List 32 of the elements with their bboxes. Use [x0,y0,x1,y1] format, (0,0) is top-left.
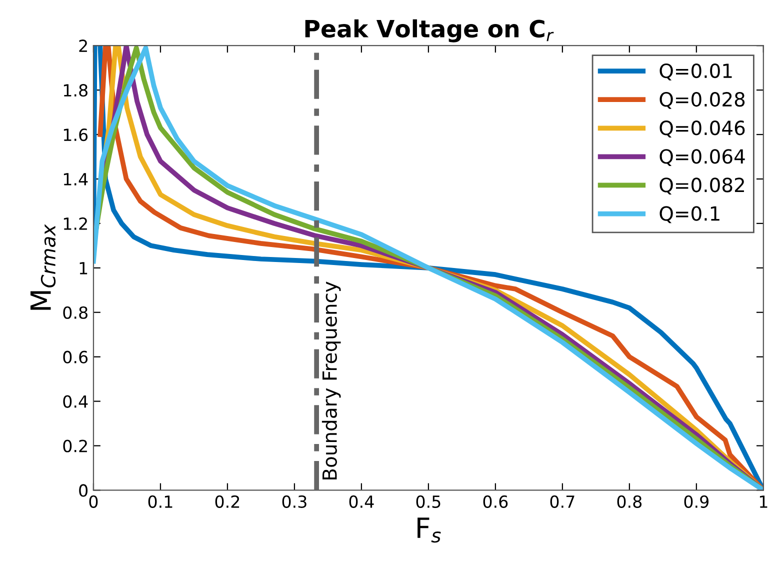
x-tick-label: 1 [760,496,768,508]
legend-label: Q=0.1 [660,206,720,224]
y-tick-label: 1.4 [64,173,88,186]
x-tick-label: 0.8 [617,495,642,508]
y-tick-label: 1.8 [64,84,88,97]
legend-label: Q=0.046 [660,120,745,138]
legend-label: Q=0.028 [660,92,745,109]
x-tick-label: 0.3 [282,495,306,508]
x-tick-label: 0 [89,495,98,508]
y-tick-label: 1.2 [64,217,87,230]
x-tick-label: 0.2 [215,495,240,508]
legend-label: Q=0.064 [660,149,745,166]
x-tick-label: 0.1 [148,495,172,508]
x-axis-title: F$_{s}$ [418,518,441,543]
y-tick-label: 0.2 [63,440,87,452]
legend-label: Q=0.01 [660,63,732,80]
y-tick-label: 1 [80,262,88,274]
x-tick-label: 0.9 [684,495,709,508]
y-tick-label: 1.6 [64,128,88,142]
x-tick-label: 0.5 [416,495,440,508]
y-tick-label: 0.4 [63,395,88,408]
y-tick-label: 2 [79,40,87,52]
x-tick-label: 0.4 [349,495,374,508]
x-tick-label: 0.6 [483,495,508,508]
x-tick-label: 0.7 [550,495,574,508]
legend-label: Q=0.082 [660,178,744,195]
ref-line-label: Boundary Frequency [322,282,341,480]
chart-title: Peak Voltage on C$_{r}$ [305,19,554,42]
y-tick-label: 0.6 [63,350,88,364]
y-axis-title: M$_{Crmax}$ [30,224,56,310]
y-tick-label: 0.8 [63,306,88,319]
y-tick-label: 0 [79,484,88,497]
